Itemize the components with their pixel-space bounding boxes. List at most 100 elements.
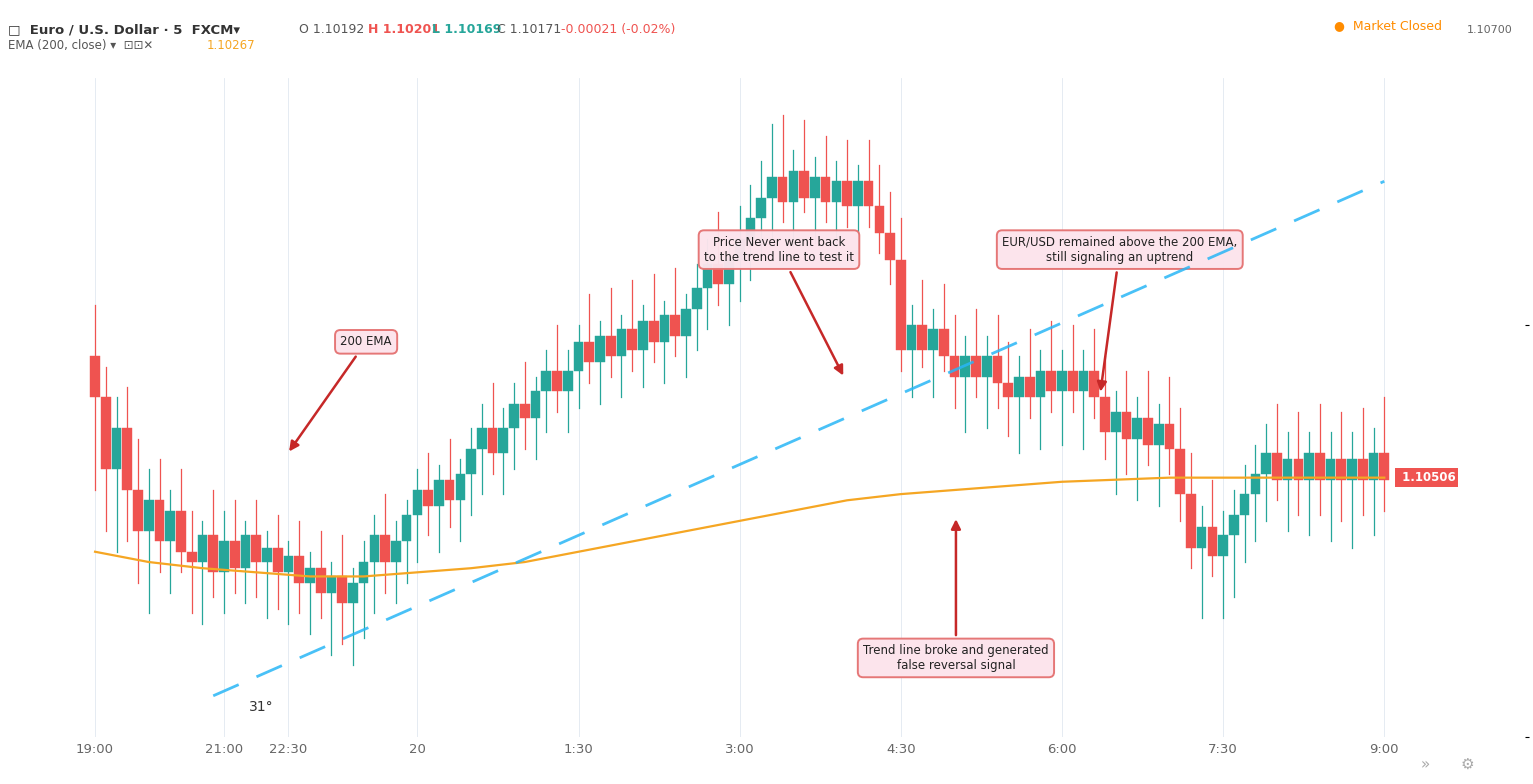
Bar xyxy=(885,233,895,260)
Text: -0.00021 (-0.02%): -0.00021 (-0.02%) xyxy=(561,24,676,36)
Bar xyxy=(1197,527,1206,547)
Bar xyxy=(284,556,293,572)
Bar xyxy=(681,309,691,336)
Bar xyxy=(1122,412,1131,438)
Bar xyxy=(391,542,400,562)
Bar xyxy=(1305,453,1314,480)
Bar xyxy=(863,181,874,206)
Text: C 1.10171: C 1.10171 xyxy=(497,24,569,36)
Bar xyxy=(423,490,432,506)
Text: 1.10267: 1.10267 xyxy=(207,39,256,52)
Bar xyxy=(1026,377,1035,397)
Bar xyxy=(702,263,713,289)
Bar xyxy=(756,198,766,218)
Bar xyxy=(606,336,616,356)
Bar xyxy=(316,568,325,593)
Bar xyxy=(1337,459,1346,480)
Bar xyxy=(906,325,917,350)
Bar xyxy=(144,500,153,531)
Bar xyxy=(874,206,885,233)
Bar xyxy=(799,171,809,198)
Bar xyxy=(766,177,777,198)
Bar xyxy=(541,371,552,391)
Bar xyxy=(251,535,261,562)
Text: 200 EMA: 200 EMA xyxy=(291,336,392,449)
Bar xyxy=(176,510,185,552)
Text: Trend line broke and generated
false reversal signal: Trend line broke and generated false rev… xyxy=(863,522,1049,672)
Bar xyxy=(961,356,970,377)
Bar xyxy=(198,535,207,562)
Text: ●  Market Closed: ● Market Closed xyxy=(1334,19,1441,31)
Bar xyxy=(498,428,507,453)
Bar xyxy=(616,329,627,356)
Bar xyxy=(1219,535,1228,556)
Bar xyxy=(842,181,852,206)
Bar xyxy=(219,542,228,572)
Bar xyxy=(563,371,573,391)
Bar xyxy=(852,181,863,206)
Text: □  Euro / U.S. Dollar · 5  FXCM▾: □ Euro / U.S. Dollar · 5 FXCM▾ xyxy=(8,24,239,36)
Bar xyxy=(917,325,927,350)
Bar xyxy=(1380,453,1389,480)
Bar xyxy=(1326,459,1335,480)
Text: 1.10506: 1.10506 xyxy=(1398,471,1455,485)
Bar xyxy=(809,177,820,198)
Bar xyxy=(530,391,540,418)
Text: 1.10700: 1.10700 xyxy=(1467,25,1513,34)
Bar xyxy=(950,356,960,377)
Bar xyxy=(487,428,497,453)
Bar xyxy=(123,428,132,490)
Bar xyxy=(1144,418,1153,445)
Bar xyxy=(477,428,486,448)
Bar xyxy=(1101,397,1110,432)
Bar xyxy=(638,321,648,350)
Bar xyxy=(1069,371,1078,391)
Bar xyxy=(713,263,724,284)
Bar xyxy=(777,177,788,201)
Bar xyxy=(1272,453,1282,480)
Bar xyxy=(166,510,175,542)
Bar xyxy=(1358,459,1367,480)
Bar xyxy=(155,500,164,542)
Text: 31°: 31° xyxy=(248,700,273,714)
Bar xyxy=(294,556,304,583)
Text: EUR/USD remained above the 200 EMA,
still signaling an uptrend: EUR/USD remained above the 200 EMA, stil… xyxy=(1003,236,1237,389)
Bar xyxy=(445,480,454,500)
Bar xyxy=(1251,474,1260,494)
Bar xyxy=(734,239,745,260)
Bar xyxy=(820,177,831,201)
Bar xyxy=(1058,371,1067,391)
Bar xyxy=(241,535,250,568)
Bar xyxy=(595,336,606,362)
Bar xyxy=(1015,377,1024,397)
Bar xyxy=(691,289,702,309)
Bar xyxy=(1208,527,1217,556)
Bar xyxy=(659,315,670,342)
Bar xyxy=(927,329,938,350)
Bar xyxy=(1176,448,1185,494)
Text: O 1.10192: O 1.10192 xyxy=(299,24,373,36)
Bar xyxy=(90,356,100,397)
Bar xyxy=(1262,453,1271,474)
Bar xyxy=(895,260,906,350)
Text: L 1.10169: L 1.10169 xyxy=(432,24,510,36)
Bar xyxy=(230,542,239,568)
Text: »: » xyxy=(1421,757,1430,772)
Bar xyxy=(305,568,314,583)
Bar xyxy=(466,448,475,474)
Bar xyxy=(369,535,379,562)
Bar xyxy=(1283,459,1292,480)
Bar xyxy=(1348,459,1357,480)
Bar xyxy=(1294,459,1303,480)
Bar xyxy=(573,342,584,371)
Bar xyxy=(520,404,529,418)
Text: ⚙: ⚙ xyxy=(1461,757,1473,772)
Bar xyxy=(327,576,336,593)
Bar xyxy=(831,181,842,201)
Bar xyxy=(1187,494,1196,547)
Bar xyxy=(993,356,1003,383)
Bar xyxy=(1154,424,1164,445)
Bar xyxy=(627,329,638,350)
Bar xyxy=(412,490,422,514)
Bar xyxy=(337,576,346,603)
